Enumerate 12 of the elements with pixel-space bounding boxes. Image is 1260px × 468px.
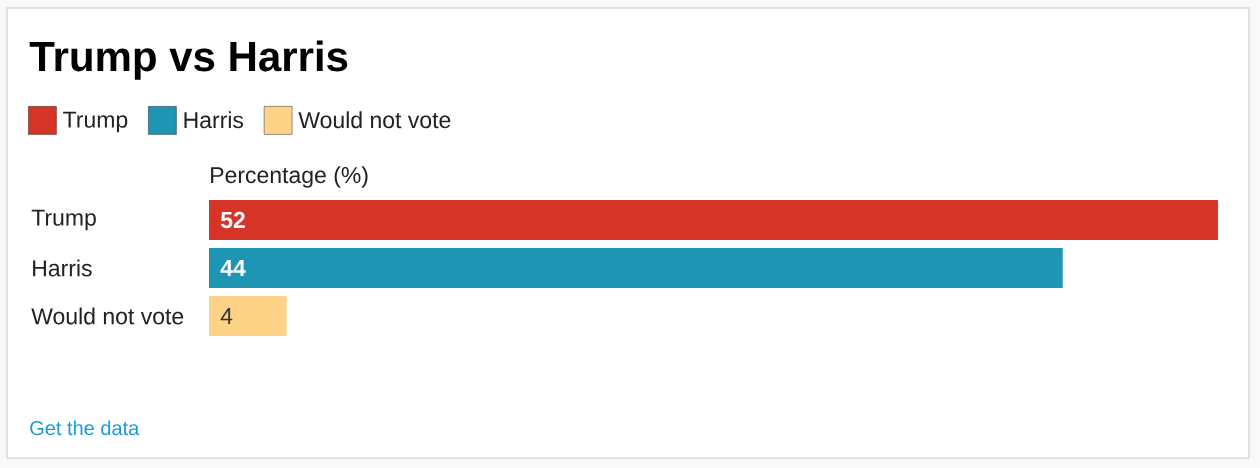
data-label: 52 <box>220 211 245 229</box>
data-label: 44 <box>220 260 246 276</box>
text: Get the data <box>30 420 140 436</box>
legend-label: Harris <box>184 111 244 129</box>
y-tick-label: Would not vote <box>31 307 184 325</box>
legend-label: Would not vote <box>298 111 451 129</box>
legend-label: Trump <box>63 111 128 133</box>
y-tick-label: Harris <box>33 259 92 277</box>
x-axis-title: Percentage (%) <box>211 166 368 188</box>
y-tick-label: Trump <box>31 209 96 231</box>
chart-title: Trump vs Harris <box>29 40 348 80</box>
data-label: 4 <box>220 308 233 324</box>
